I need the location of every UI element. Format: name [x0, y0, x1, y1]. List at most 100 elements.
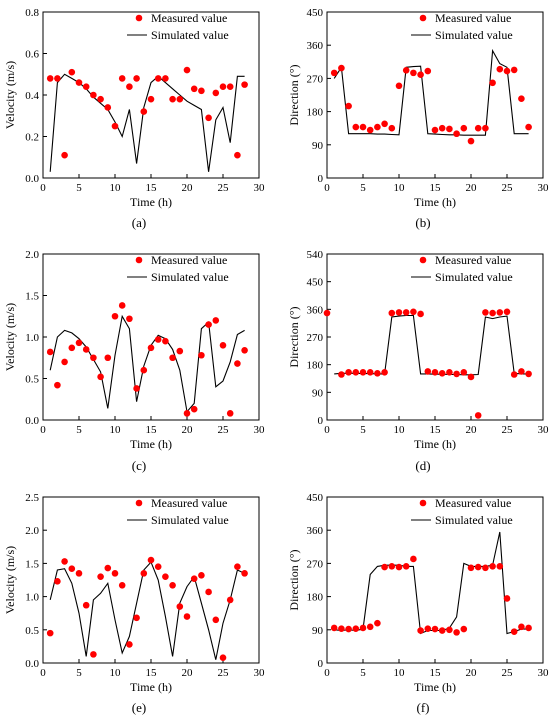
measured-data-point	[474, 412, 482, 419]
measured-data-point	[104, 354, 112, 362]
x-axis-label: Time (h)	[130, 680, 172, 694]
panel-caption: (d)	[415, 458, 430, 473]
measured-data-point	[338, 64, 345, 72]
measured-data-point	[359, 123, 367, 131]
measured-data-point	[133, 385, 140, 392]
x-tick-label: 15	[430, 182, 442, 194]
measured-data-point	[162, 573, 169, 580]
y-tick-label: 0.8	[25, 7, 39, 19]
legend-measured-label: Measured value	[435, 11, 511, 25]
measured-data-point	[46, 75, 54, 82]
measured-data-point	[90, 91, 97, 99]
measured-data-point	[90, 354, 97, 362]
measured-data-point	[82, 601, 90, 609]
measured-data-point	[503, 308, 511, 316]
x-tick-label: 0	[324, 182, 330, 194]
x-tick-label: 5	[76, 424, 82, 436]
measured-data-point	[46, 348, 54, 356]
y-tick-label: 1.5	[25, 291, 39, 303]
measured-data-point	[212, 317, 220, 324]
measured-data-point	[496, 309, 504, 316]
y-tick-label: 180	[307, 592, 324, 604]
y-tick-label: 1.0	[25, 332, 39, 344]
measured-data-point	[446, 626, 453, 634]
simulated-series-line	[334, 314, 529, 376]
measured-data-point	[460, 625, 468, 633]
measured-data-point	[111, 312, 119, 320]
measured-data-point	[438, 627, 446, 634]
legend-measured-marker	[419, 14, 427, 22]
measured-data-point	[467, 373, 475, 381]
measured-data-point	[374, 123, 381, 131]
y-tick-label: 2.0	[25, 249, 39, 261]
measured-data-point	[54, 381, 61, 389]
y-tick-label: 0.4	[25, 90, 39, 102]
measured-data-point	[234, 563, 241, 571]
legend-simulated-label: Simulated value	[435, 270, 513, 284]
measured-data-point	[234, 151, 241, 159]
measured-data-point	[198, 87, 205, 95]
simulated-series-line	[334, 531, 529, 635]
measured-data-point	[395, 563, 403, 571]
measured-data-point	[140, 108, 148, 115]
measured-data-point	[489, 79, 496, 87]
measured-data-point	[162, 337, 169, 345]
measured-data-point	[126, 641, 133, 648]
x-tick-label: 30	[254, 182, 266, 194]
x-tick-label: 5	[360, 667, 366, 679]
x-tick-label: 15	[146, 667, 158, 679]
measured-data-point	[176, 603, 184, 610]
y-tick-label: 2.5	[25, 492, 39, 504]
measured-data-point	[366, 126, 374, 134]
x-tick-label: 20	[466, 667, 478, 679]
y-axis-label: Direction (°)	[287, 549, 301, 610]
measured-data-point	[323, 309, 331, 317]
measured-data-point	[482, 564, 489, 572]
x-tick-label: 20	[466, 182, 478, 194]
measured-data-point	[474, 124, 482, 132]
measured-data-point	[219, 342, 227, 349]
y-tick-label: 450	[307, 7, 324, 19]
measured-data-point	[381, 369, 388, 376]
measured-data-point	[424, 67, 432, 75]
measured-data-point	[525, 370, 532, 378]
measured-data-point	[147, 556, 155, 564]
y-tick-label: 2.0	[25, 525, 39, 537]
y-tick-label: 450	[307, 492, 324, 504]
x-tick-label: 15	[430, 667, 442, 679]
measured-data-point	[118, 302, 126, 309]
measured-data-point	[154, 336, 162, 343]
measured-data-point	[352, 625, 360, 632]
legend-measured-marker	[135, 499, 143, 507]
y-tick-label: 0.0	[25, 173, 39, 185]
measured-data-point	[154, 75, 162, 82]
measured-data-point	[374, 369, 381, 377]
measured-data-point	[359, 624, 367, 632]
measured-data-point	[474, 563, 482, 571]
measured-data-point	[345, 369, 352, 376]
x-axis-label: Time (h)	[130, 437, 172, 451]
measured-data-point	[438, 369, 446, 377]
y-tick-label: 0	[318, 658, 324, 670]
x-tick-label: 10	[110, 424, 122, 436]
measured-data-point	[431, 126, 439, 134]
measured-data-point	[395, 309, 403, 316]
y-tick-label: 360	[307, 525, 324, 537]
measured-data-point	[75, 79, 83, 86]
measured-data-point	[395, 82, 403, 90]
measured-data-point	[388, 309, 396, 317]
measured-data-point	[467, 137, 475, 145]
measured-data-point	[467, 564, 475, 572]
measured-data-point	[453, 130, 460, 138]
measured-data-point	[381, 120, 388, 128]
x-tick-label: 0	[324, 667, 330, 679]
measured-data-point	[496, 65, 504, 73]
measured-data-point	[198, 572, 205, 579]
measured-data-point	[489, 563, 496, 570]
measured-data-point	[111, 122, 119, 130]
measured-data-point	[424, 625, 432, 632]
measured-data-point	[359, 369, 367, 376]
measured-data-point	[431, 625, 439, 633]
chart-panel-e: 0 5 10 15 20 25 30 0.0 0.5 1.0 1.5 2.0 2.5 Time (h) Ve…	[3, 492, 265, 715]
y-tick-label: 270	[307, 332, 324, 344]
